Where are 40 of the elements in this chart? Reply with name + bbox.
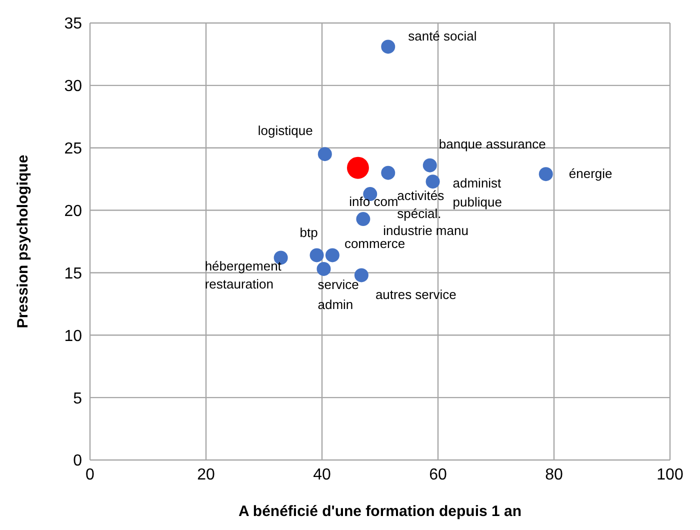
data-label: info com <box>349 194 398 210</box>
x-tick-label: 0 <box>86 466 95 484</box>
point <box>310 248 324 262</box>
y-tick-label: 25 <box>64 140 82 158</box>
x-tick-label: 60 <box>429 466 447 484</box>
y-tick-label: 15 <box>64 265 82 282</box>
point <box>381 166 396 180</box>
data-label: énergie <box>568 166 612 182</box>
point <box>356 212 370 226</box>
point <box>325 248 340 262</box>
y-tick-label: 30 <box>64 78 82 96</box>
data-label: administ publique <box>452 176 502 210</box>
y-tick-label: 20 <box>64 202 82 220</box>
data-label: activités spécial. <box>397 188 445 222</box>
x-tick-label: 80 <box>545 466 563 484</box>
point <box>538 167 553 182</box>
y-tick-label: 10 <box>64 328 82 345</box>
x-tick-label: 20 <box>197 466 215 484</box>
x-tick-label: 40 <box>313 466 331 484</box>
y-tick-label: 35 <box>64 16 82 33</box>
data-label: btp <box>300 226 318 241</box>
y-tick-label: 0 <box>73 452 82 470</box>
data-label: hébergement restauration <box>204 259 282 292</box>
data-label: autres service <box>375 288 456 303</box>
data-label: logistique <box>258 124 313 139</box>
point <box>422 158 437 172</box>
data-label: industrie manu <box>383 223 468 238</box>
x-axis-title: A bénéficié d'une formation depuis 1 an <box>238 503 522 520</box>
point <box>381 40 396 54</box>
data-label: commerce <box>344 236 406 252</box>
point <box>316 262 331 276</box>
data-label: banque assurance <box>438 136 546 152</box>
data-label: santé social <box>408 29 477 44</box>
point <box>346 156 369 179</box>
x-tick-label: 100 <box>656 466 684 484</box>
data-label: service admin <box>318 277 359 312</box>
y-tick-label: 5 <box>73 390 82 408</box>
y-axis-title: Pression psychologique <box>14 154 32 328</box>
point <box>318 147 332 162</box>
point <box>426 174 440 189</box>
